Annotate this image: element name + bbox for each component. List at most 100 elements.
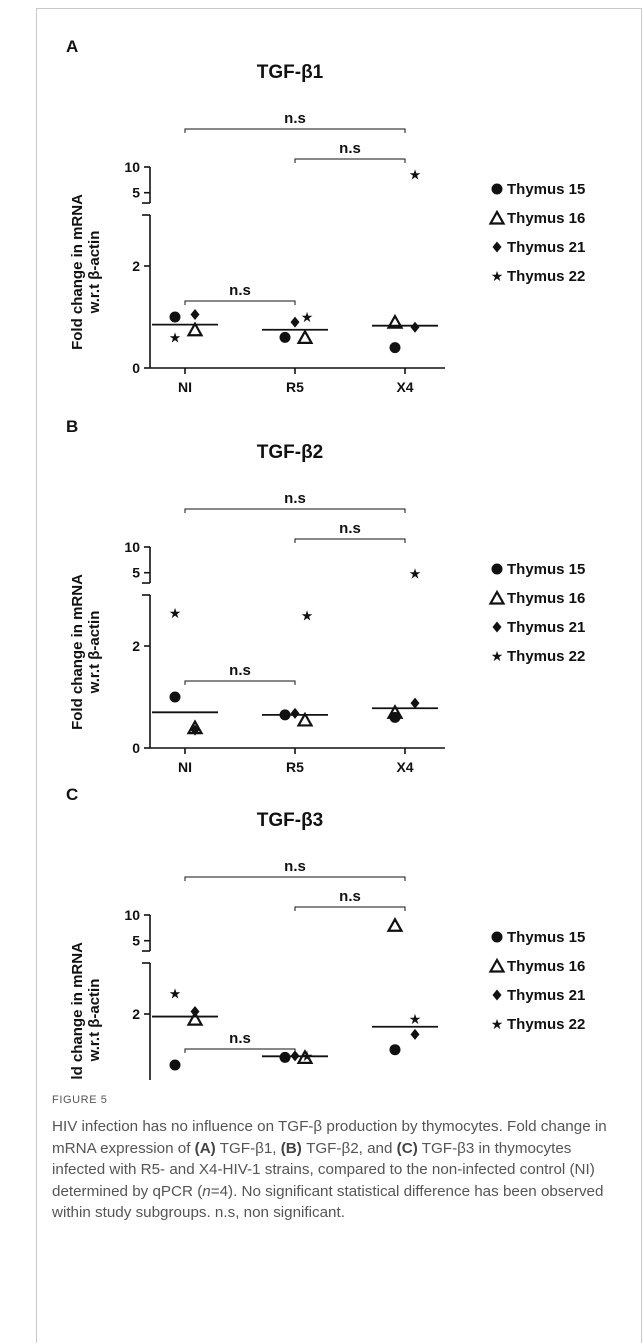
caption-body-1: Fold change in mRNA expression of <box>52 1118 607 1157</box>
panel-label: A <box>66 37 78 56</box>
y-axis-label: Fold change in mRNA w.r.t β-actin <box>69 194 103 350</box>
panel-a: A TGF-β1 Fold change in mRNA w.r.t β-actin 0… <box>66 37 585 395</box>
significance-bracket <box>184 876 406 881</box>
significance-label: n.s <box>284 490 306 507</box>
data-point-thymus-21 <box>410 321 420 333</box>
legend-marker: ★ <box>491 649 504 665</box>
data-point-thymus-22: ★ <box>169 987 182 1003</box>
data-point-thymus-21 <box>190 1005 200 1017</box>
legend-marker <box>491 563 503 575</box>
legend-label: Thymus 15 <box>507 181 585 198</box>
data-point-thymus-21 <box>290 316 300 328</box>
y-axis-label-line1: Fold change in mRNA <box>69 574 86 730</box>
data-point-thymus-15 <box>279 331 291 343</box>
legend-marker <box>488 209 506 225</box>
legend-label: Thymus 22 <box>507 648 585 665</box>
data-point-thymus-21 <box>190 308 200 320</box>
caption-n: n <box>202 1182 211 1200</box>
significance-label: n.s <box>339 888 361 905</box>
caption-body-5: =4). No significant statistical differen… <box>52 1182 604 1222</box>
data-point-thymus-16 <box>296 329 314 344</box>
data-point-thymus-16 <box>386 917 404 932</box>
y-tick-label: 5 <box>132 565 140 581</box>
panel-label: C <box>66 785 78 804</box>
data-point-thymus-16 <box>386 704 404 719</box>
data-point-thymus-22: ★ <box>409 567 422 583</box>
legend-marker: ★ <box>491 269 504 285</box>
panel-b: B TGF-β2 Fold change in mRNA w.r.t β-actin 0… <box>66 417 585 775</box>
significance-bracket <box>184 1048 296 1053</box>
data-point-thymus-16 <box>186 1010 204 1026</box>
legend-label: Thymus 15 <box>507 929 585 946</box>
legend-marker: ★ <box>491 1017 504 1033</box>
significance-label: n.s <box>229 1030 251 1047</box>
data-point-thymus-22: ★ <box>169 330 182 346</box>
y-tick-label: 2 <box>132 258 140 274</box>
data-point-thymus-21 <box>190 724 200 736</box>
y-axis-label: Fold change in mRNA w.r.t β-actin <box>69 942 103 1080</box>
data-point-thymus-22: ★ <box>409 168 422 184</box>
legend-label: Thymus 21 <box>507 987 585 1004</box>
significance-label: n.s <box>339 140 361 157</box>
y-tick-label: 10 <box>124 907 140 923</box>
y-axis-label-line2: w.r.t β-actin <box>86 611 103 695</box>
y-tick-label: 5 <box>132 185 140 201</box>
y-tick-label: 0 <box>132 360 140 376</box>
legend-label: Thymus 22 <box>507 268 585 285</box>
figure-caption: FIGURE 5 HIV infection has no influence … <box>52 1094 627 1224</box>
y-axis-label-line1: Fold change in mRNA <box>69 194 86 350</box>
caption-label: FIGURE 5 <box>52 1094 108 1106</box>
x-tick-label: X4 <box>396 379 413 395</box>
x-tick-label: X4 <box>396 759 413 775</box>
chart-title: TGF-β3 <box>257 810 323 831</box>
data-point-thymus-15 <box>279 1051 291 1063</box>
legend-marker <box>492 989 502 1001</box>
y-tick-label: 2 <box>132 638 140 654</box>
data-point-thymus-15 <box>279 709 291 721</box>
y-axis-label: Fold change in mRNA w.r.t β-actin <box>69 574 103 730</box>
chart-title: TGF-β1 <box>257 62 324 83</box>
significance-label: n.s <box>284 110 306 127</box>
data-point-thymus-22: ★ <box>169 606 182 622</box>
legend-marker <box>488 589 506 605</box>
legend-label: Thymus 21 <box>507 619 585 636</box>
caption-body-4: TGF-β3 in thymocytes infected with R5- a… <box>52 1139 595 1200</box>
y-tick-label: 2 <box>132 1006 140 1022</box>
y-tick-label: 10 <box>124 539 140 555</box>
data-point-thymus-16 <box>186 321 204 337</box>
legend-marker <box>492 241 502 253</box>
legend-label: Thymus 16 <box>507 590 585 607</box>
significance-bracket <box>184 128 406 133</box>
legend-marker <box>491 931 503 943</box>
caption-text: HIV infection has no influence on TGF-β … <box>52 1116 627 1224</box>
y-axis-label-line2: w.r.t β-actin <box>86 231 103 315</box>
y-axis-label-line1: Fold change in mRNA <box>69 942 86 1080</box>
legend-marker <box>492 621 502 633</box>
data-point-thymus-22: ★ <box>301 310 314 326</box>
caption-label-a: (A) <box>194 1139 216 1157</box>
data-point-thymus-15 <box>389 342 401 354</box>
significance-bracket <box>294 906 406 911</box>
data-point-thymus-15 <box>169 691 181 703</box>
caption-body-3: TGF-β2, and <box>301 1139 397 1157</box>
panel-label: B <box>66 417 78 436</box>
legend-marker <box>491 183 503 195</box>
y-tick-label: 10 <box>124 159 140 175</box>
data-point-thymus-21 <box>410 1028 420 1040</box>
data-point-thymus-16 <box>386 313 404 329</box>
data-point-thymus-21 <box>290 1050 300 1062</box>
x-tick-label: R5 <box>286 759 304 775</box>
significance-bracket <box>184 508 406 513</box>
data-point-thymus-16 <box>296 711 314 727</box>
y-tick-label: 5 <box>132 933 140 949</box>
data-point-thymus-21 <box>290 707 300 719</box>
significance-label: n.s <box>229 662 251 679</box>
data-point-thymus-22: ★ <box>301 608 314 624</box>
data-point-thymus-22: ★ <box>301 1049 314 1065</box>
data-point-thymus-15 <box>389 1044 401 1056</box>
significance-label: n.s <box>284 858 306 875</box>
legend-marker <box>488 957 506 973</box>
significance-bracket <box>294 538 406 543</box>
